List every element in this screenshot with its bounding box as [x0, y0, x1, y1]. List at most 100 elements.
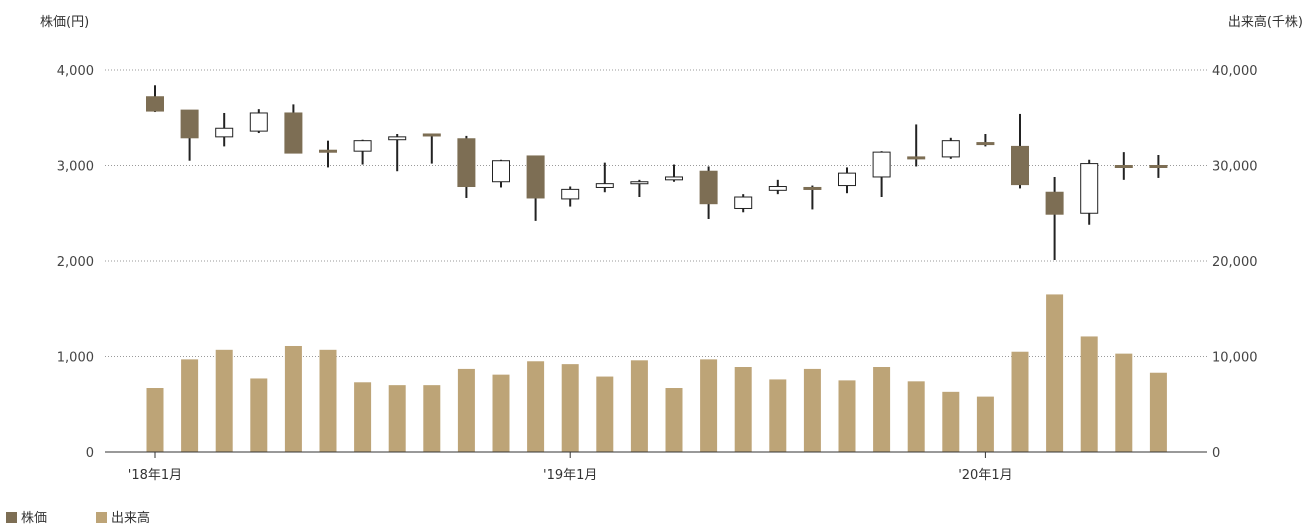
volume-bar	[1080, 336, 1098, 452]
candle-body	[526, 155, 545, 199]
volume-bar	[146, 388, 164, 452]
volume-bar	[734, 367, 752, 452]
x-tick-label: '18年1月	[128, 468, 182, 483]
y-left-axis-title: 株価(円)	[40, 15, 89, 30]
volume-bar	[596, 376, 614, 452]
candlestick	[180, 109, 199, 161]
candlestick	[1114, 152, 1133, 180]
volume-bar	[215, 349, 233, 452]
y-right-tick-label: 20,000	[1212, 255, 1258, 270]
volume-bar	[942, 391, 960, 452]
volume-bar	[907, 381, 925, 452]
volume-bar	[181, 359, 199, 452]
candlestick	[941, 137, 960, 159]
candle-body	[180, 109, 199, 139]
volume-bar	[803, 368, 821, 452]
volume-bar	[284, 345, 302, 452]
y-left-tick-label: 4,000	[57, 64, 94, 79]
legend-label-volume: 出来高	[111, 510, 150, 526]
grid-lines	[105, 69, 1207, 357]
volume-bar	[423, 385, 441, 452]
candle-body	[215, 127, 234, 138]
candlestick	[630, 179, 649, 198]
candle-body	[630, 181, 649, 185]
candle-body	[422, 133, 441, 137]
y-right-tick-label: 30,000	[1212, 160, 1258, 175]
candle-body	[492, 160, 510, 183]
candlestick	[907, 124, 926, 167]
candle-body	[388, 136, 407, 141]
y-left-tick-label: 0	[86, 446, 94, 461]
candlestick	[872, 151, 891, 198]
y-right-tick-label: 40,000	[1212, 64, 1258, 79]
y-right-axis-title: 出来高(千株)	[1228, 14, 1303, 30]
candlestick	[803, 185, 822, 210]
volume-bar	[873, 367, 891, 452]
candle-body	[457, 138, 476, 188]
volume-bar	[354, 382, 372, 452]
candle-body	[907, 156, 926, 160]
legend-swatch-volume	[96, 512, 107, 523]
candlestick	[734, 194, 753, 213]
candlestick	[284, 104, 303, 154]
candle-body	[284, 112, 303, 154]
volume-bar	[1115, 353, 1133, 452]
candlestick	[249, 109, 268, 134]
price-candles	[146, 85, 1168, 261]
candlestick	[526, 155, 545, 221]
candle-body	[1045, 191, 1064, 215]
volume-bar	[457, 368, 475, 452]
candle-body	[595, 183, 614, 188]
candle-body	[319, 149, 337, 153]
candle-body	[1114, 165, 1133, 168]
tick-labels: 4,000 3,000 2,000 1,000 0 40,000 30,000 20,000 1…	[57, 64, 1258, 483]
candle-body	[249, 112, 268, 132]
candlestick	[838, 167, 856, 194]
candle-body	[734, 196, 753, 209]
candle-body	[838, 172, 856, 187]
candlestick	[353, 139, 372, 165]
candlestick	[1149, 154, 1168, 178]
candlestick	[215, 112, 234, 147]
candlestick	[1011, 113, 1029, 189]
volume-bar	[1046, 294, 1064, 452]
candlestick	[492, 159, 510, 188]
candle-body	[561, 188, 580, 200]
candle-body	[665, 176, 683, 181]
candlestick	[595, 162, 614, 193]
y-left-tick-label: 1,000	[57, 351, 94, 366]
volume-bar	[838, 380, 856, 452]
y-right-tick-label: 0	[1212, 446, 1220, 461]
volume-bar	[492, 374, 510, 452]
candlestick	[319, 140, 337, 168]
volume-bar	[388, 385, 406, 452]
candlestick	[388, 133, 407, 172]
candle-body	[699, 170, 718, 205]
legend-label-price: 株価	[21, 511, 47, 526]
candlestick	[1080, 159, 1099, 225]
legend: 株価 出来高	[6, 510, 150, 526]
volume-bar	[630, 360, 648, 452]
x-tick-label: '20年1月	[958, 468, 1012, 483]
y-right-tick-label: 10,000	[1212, 351, 1258, 366]
volume-bar	[769, 379, 787, 452]
y-left-tick-label: 2,000	[57, 255, 94, 270]
volume-bar	[527, 361, 545, 452]
candle-body	[941, 140, 960, 158]
volume-bars	[146, 294, 1167, 452]
candlestick	[146, 85, 164, 113]
volume-bar	[250, 378, 268, 452]
candlestick	[1045, 176, 1064, 261]
legend-item-volume: 出来高	[96, 510, 150, 526]
candle-body	[976, 142, 995, 146]
y-left-tick-label: 3,000	[57, 160, 94, 175]
volume-bar	[1149, 372, 1167, 452]
candle-body	[872, 151, 891, 178]
candle-body	[1080, 163, 1099, 214]
candlestick	[422, 133, 441, 164]
candlestick	[665, 164, 683, 182]
volume-bar	[665, 388, 683, 452]
volume-bar	[319, 349, 337, 452]
